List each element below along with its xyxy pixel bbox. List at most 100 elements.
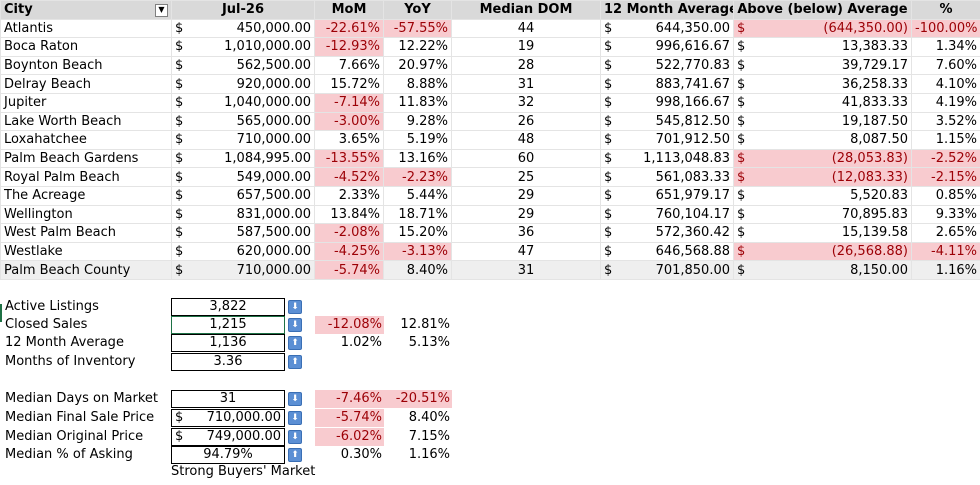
header-median-dom[interactable]: Median DOM xyxy=(451,0,601,20)
yoy-cell[interactable]: 12.22% xyxy=(383,37,452,57)
yoy-cell[interactable]: 5.44% xyxy=(383,185,452,206)
percent-cell[interactable]: -2.15% xyxy=(911,167,980,187)
percent-cell[interactable]: -2.52% xyxy=(911,148,980,169)
city-cell[interactable]: West Palm Beach xyxy=(0,223,172,243)
stat-value-cell[interactable]: 1,215 xyxy=(171,316,285,334)
average-cell[interactable]: $646,568.88 xyxy=(600,241,734,262)
yoy-cell[interactable]: 20.97% xyxy=(383,55,452,76)
median-dom-cell[interactable]: 60 xyxy=(451,148,601,169)
above-below-cell[interactable]: $8,087.50 xyxy=(733,130,912,150)
median-dom-cell[interactable]: 31 xyxy=(451,74,601,94)
price-cell[interactable]: $565,000.00 xyxy=(171,111,315,132)
average-cell[interactable]: $561,083.33 xyxy=(600,167,734,187)
city-cell[interactable]: Palm Beach County xyxy=(0,260,172,280)
average-cell[interactable]: $883,741.67 xyxy=(600,74,734,94)
price-cell[interactable]: $920,000.00 xyxy=(171,74,315,94)
average-cell[interactable]: $996,616.67 xyxy=(600,37,734,57)
header-above-below-average[interactable]: Above (below) Average xyxy=(733,0,912,20)
mom-cell[interactable]: 3.65% xyxy=(314,130,384,150)
mom-cell[interactable]: 15.72% xyxy=(314,74,384,94)
yoy-cell[interactable]: 8.88% xyxy=(383,74,452,94)
mom-cell[interactable]: 2.33% xyxy=(314,185,384,206)
median-dom-cell[interactable]: 32 xyxy=(451,92,601,113)
price-cell[interactable]: $587,500.00 xyxy=(171,223,315,243)
average-cell[interactable]: $701,912.50 xyxy=(600,130,734,150)
average-cell[interactable]: $522,770.83 xyxy=(600,55,734,76)
median-dom-cell[interactable]: 28 xyxy=(451,55,601,76)
price-cell[interactable]: $1,010,000.00 xyxy=(171,37,315,57)
price-cell[interactable]: $1,084,995.00 xyxy=(171,148,315,169)
mom-cell[interactable]: -4.52% xyxy=(314,167,384,187)
average-cell[interactable]: $760,104.17 xyxy=(600,204,734,225)
yoy-cell[interactable]: 11.83% xyxy=(383,92,452,113)
above-below-cell[interactable]: $8,150.00 xyxy=(733,260,912,280)
mom-cell[interactable]: 13.84% xyxy=(314,204,384,225)
average-cell[interactable]: $1,113,048.83 xyxy=(600,148,734,169)
above-below-cell[interactable]: $36,258.33 xyxy=(733,74,912,94)
average-cell[interactable]: $545,812.50 xyxy=(600,111,734,132)
above-below-cell[interactable]: $19,187.50 xyxy=(733,111,912,132)
city-cell[interactable]: Atlantis xyxy=(0,18,172,39)
percent-cell[interactable]: 1.16% xyxy=(911,260,980,280)
city-cell[interactable]: Royal Palm Beach xyxy=(0,167,172,187)
percent-cell[interactable]: 2.65% xyxy=(911,223,980,243)
yoy-cell[interactable]: 13.16% xyxy=(383,148,452,169)
yoy-cell[interactable]: -57.55% xyxy=(383,18,452,39)
price-cell[interactable]: $657,500.00 xyxy=(171,185,315,206)
mom-cell[interactable]: -7.14% xyxy=(314,92,384,113)
stat-value-cell[interactable]: 31 xyxy=(171,390,285,408)
mom-cell[interactable]: -4.25% xyxy=(314,241,384,262)
median-dom-cell[interactable]: 48 xyxy=(451,130,601,150)
median-dom-cell[interactable]: 29 xyxy=(451,185,601,206)
stat-value-cell[interactable]: 94.79% xyxy=(171,446,285,464)
average-cell[interactable]: $701,850.00 xyxy=(600,260,734,280)
price-cell[interactable]: $450,000.00 xyxy=(171,18,315,39)
median-dom-cell[interactable]: 36 xyxy=(451,223,601,243)
city-cell[interactable]: Delray Beach xyxy=(0,74,172,94)
city-cell[interactable]: Boynton Beach xyxy=(0,55,172,76)
price-cell[interactable]: $831,000.00 xyxy=(171,204,315,225)
percent-cell[interactable]: -100.00% xyxy=(911,18,980,39)
price-cell[interactable]: $620,000.00 xyxy=(171,241,315,262)
city-cell[interactable]: The Acreage xyxy=(0,185,172,206)
filter-icon[interactable]: ▼ xyxy=(155,4,168,18)
median-dom-cell[interactable]: 44 xyxy=(451,18,601,39)
price-cell[interactable]: $710,000.00 xyxy=(171,260,315,280)
price-cell[interactable]: $710,000.00 xyxy=(171,130,315,150)
stat-value-cell[interactable]: 3,822 xyxy=(171,298,285,316)
above-below-cell[interactable]: $ (644,350.00) xyxy=(733,18,912,39)
median-dom-cell[interactable]: 25 xyxy=(451,167,601,187)
median-dom-cell[interactable]: 47 xyxy=(451,241,601,262)
city-cell[interactable]: Lake Worth Beach xyxy=(0,111,172,132)
price-cell[interactable]: $1,040,000.00 xyxy=(171,92,315,113)
header-yoy[interactable]: YoY xyxy=(383,0,452,20)
mom-cell[interactable]: -3.00% xyxy=(314,111,384,132)
above-below-cell[interactable]: $39,729.17 xyxy=(733,55,912,76)
percent-cell[interactable]: 9.33% xyxy=(911,204,980,225)
above-below-cell[interactable]: $ (26,568.88) xyxy=(733,241,912,262)
header-percent[interactable]: % xyxy=(911,0,980,20)
yoy-cell[interactable]: -3.13% xyxy=(383,241,452,262)
city-cell[interactable]: Jupiter xyxy=(0,92,172,113)
above-below-cell[interactable]: $15,139.58 xyxy=(733,223,912,243)
yoy-cell[interactable]: 18.71% xyxy=(383,204,452,225)
mom-cell[interactable]: 7.66% xyxy=(314,55,384,76)
yoy-cell[interactable]: 5.19% xyxy=(383,130,452,150)
average-cell[interactable]: $651,979.17 xyxy=(600,185,734,206)
yoy-cell[interactable]: 9.28% xyxy=(383,111,452,132)
above-below-cell[interactable]: $ (12,083.33) xyxy=(733,167,912,187)
percent-cell[interactable]: 4.19% xyxy=(911,92,980,113)
median-dom-cell[interactable]: 31 xyxy=(451,260,601,280)
city-cell[interactable]: Westlake xyxy=(0,241,172,262)
average-cell[interactable]: $998,166.67 xyxy=(600,92,734,113)
header-mom[interactable]: MoM xyxy=(314,0,384,20)
percent-cell[interactable]: 1.15% xyxy=(911,130,980,150)
percent-cell[interactable]: -4.11% xyxy=(911,241,980,262)
mom-cell[interactable]: -5.74% xyxy=(314,260,384,280)
stat-value-cell[interactable]: 3.36 xyxy=(171,353,285,371)
percent-cell[interactable]: 3.52% xyxy=(911,111,980,132)
yoy-cell[interactable]: -2.23% xyxy=(383,167,452,187)
median-dom-cell[interactable]: 29 xyxy=(451,204,601,225)
city-cell[interactable]: Loxahatchee xyxy=(0,130,172,150)
above-below-cell[interactable]: $41,833.33 xyxy=(733,92,912,113)
